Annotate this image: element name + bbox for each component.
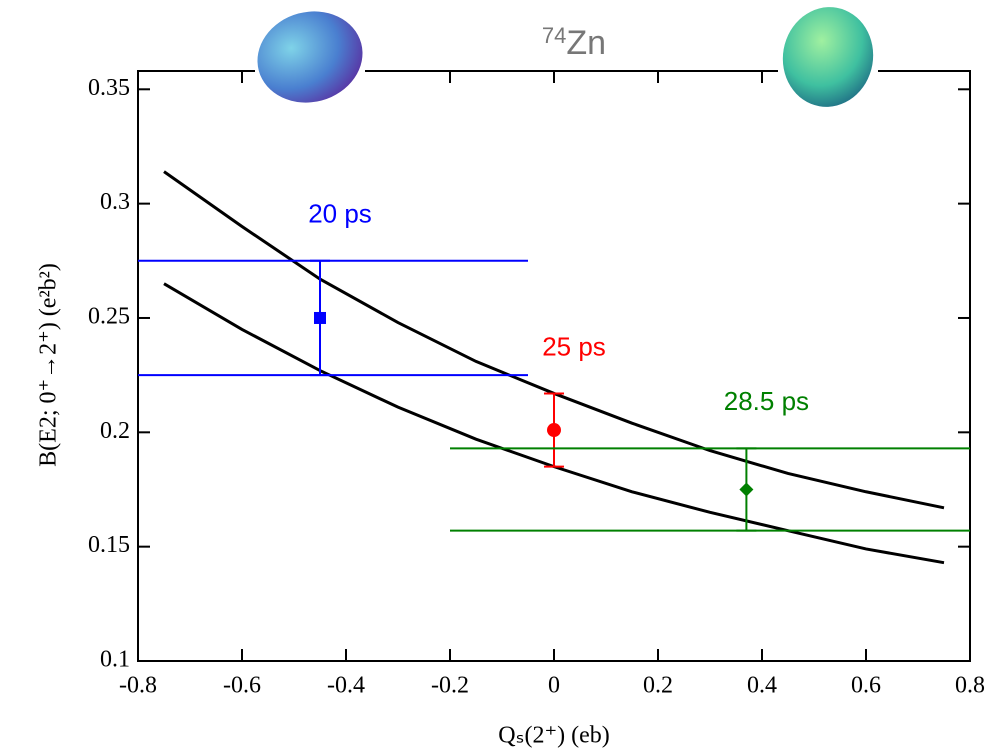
y-tick-label: 0.3 bbox=[100, 189, 130, 215]
title-backdrop bbox=[520, 18, 630, 68]
x-tick-label: 0 bbox=[548, 673, 560, 699]
x-tick-label: -0.4 bbox=[327, 673, 365, 699]
y-tick-label: 0.35 bbox=[88, 75, 130, 101]
y-tick-label: 0.15 bbox=[88, 532, 130, 558]
x-tick-label: 0.4 bbox=[747, 673, 777, 699]
data-point bbox=[547, 423, 561, 438]
y-tick-label: 0.1 bbox=[100, 647, 130, 673]
point-annotation: 25 ps bbox=[542, 331, 606, 361]
nucleus-shape-oblate bbox=[782, 7, 874, 107]
data-point bbox=[314, 311, 326, 324]
x-tick-label: -0.8 bbox=[119, 673, 157, 699]
chart-title: 74Zn bbox=[542, 23, 606, 62]
x-axis-label: Qₛ(2⁺) (eb) bbox=[498, 723, 610, 749]
x-tick-label: 0.6 bbox=[851, 673, 881, 699]
x-tick-label: 0.2 bbox=[643, 673, 673, 699]
plot-frame bbox=[137, 70, 971, 662]
x-tick-label: -0.6 bbox=[223, 673, 261, 699]
title-superscript: 74 bbox=[542, 23, 566, 48]
point-annotation: 28.5 ps bbox=[724, 386, 809, 416]
nucleus-shape-prolate bbox=[257, 11, 363, 103]
x-tick-label: -0.2 bbox=[431, 673, 469, 699]
title-main: Zn bbox=[566, 24, 606, 62]
point-annotation: 20 ps bbox=[308, 199, 372, 229]
y-tick-label: 0.25 bbox=[88, 303, 130, 329]
y-tick-label: 0.2 bbox=[100, 418, 130, 444]
x-tick-label: 0.8 bbox=[955, 673, 985, 699]
y-axis-label: B(E2; 0⁺→2⁺) (e²b²) bbox=[36, 263, 62, 467]
plot-area: -0.8 -0.6 -0.4 -0.2 0 0.2 0.4 0.6 0.8 0.1 0.15 0.2 0… bbox=[88, 70, 985, 699]
data-point bbox=[739, 482, 754, 497]
